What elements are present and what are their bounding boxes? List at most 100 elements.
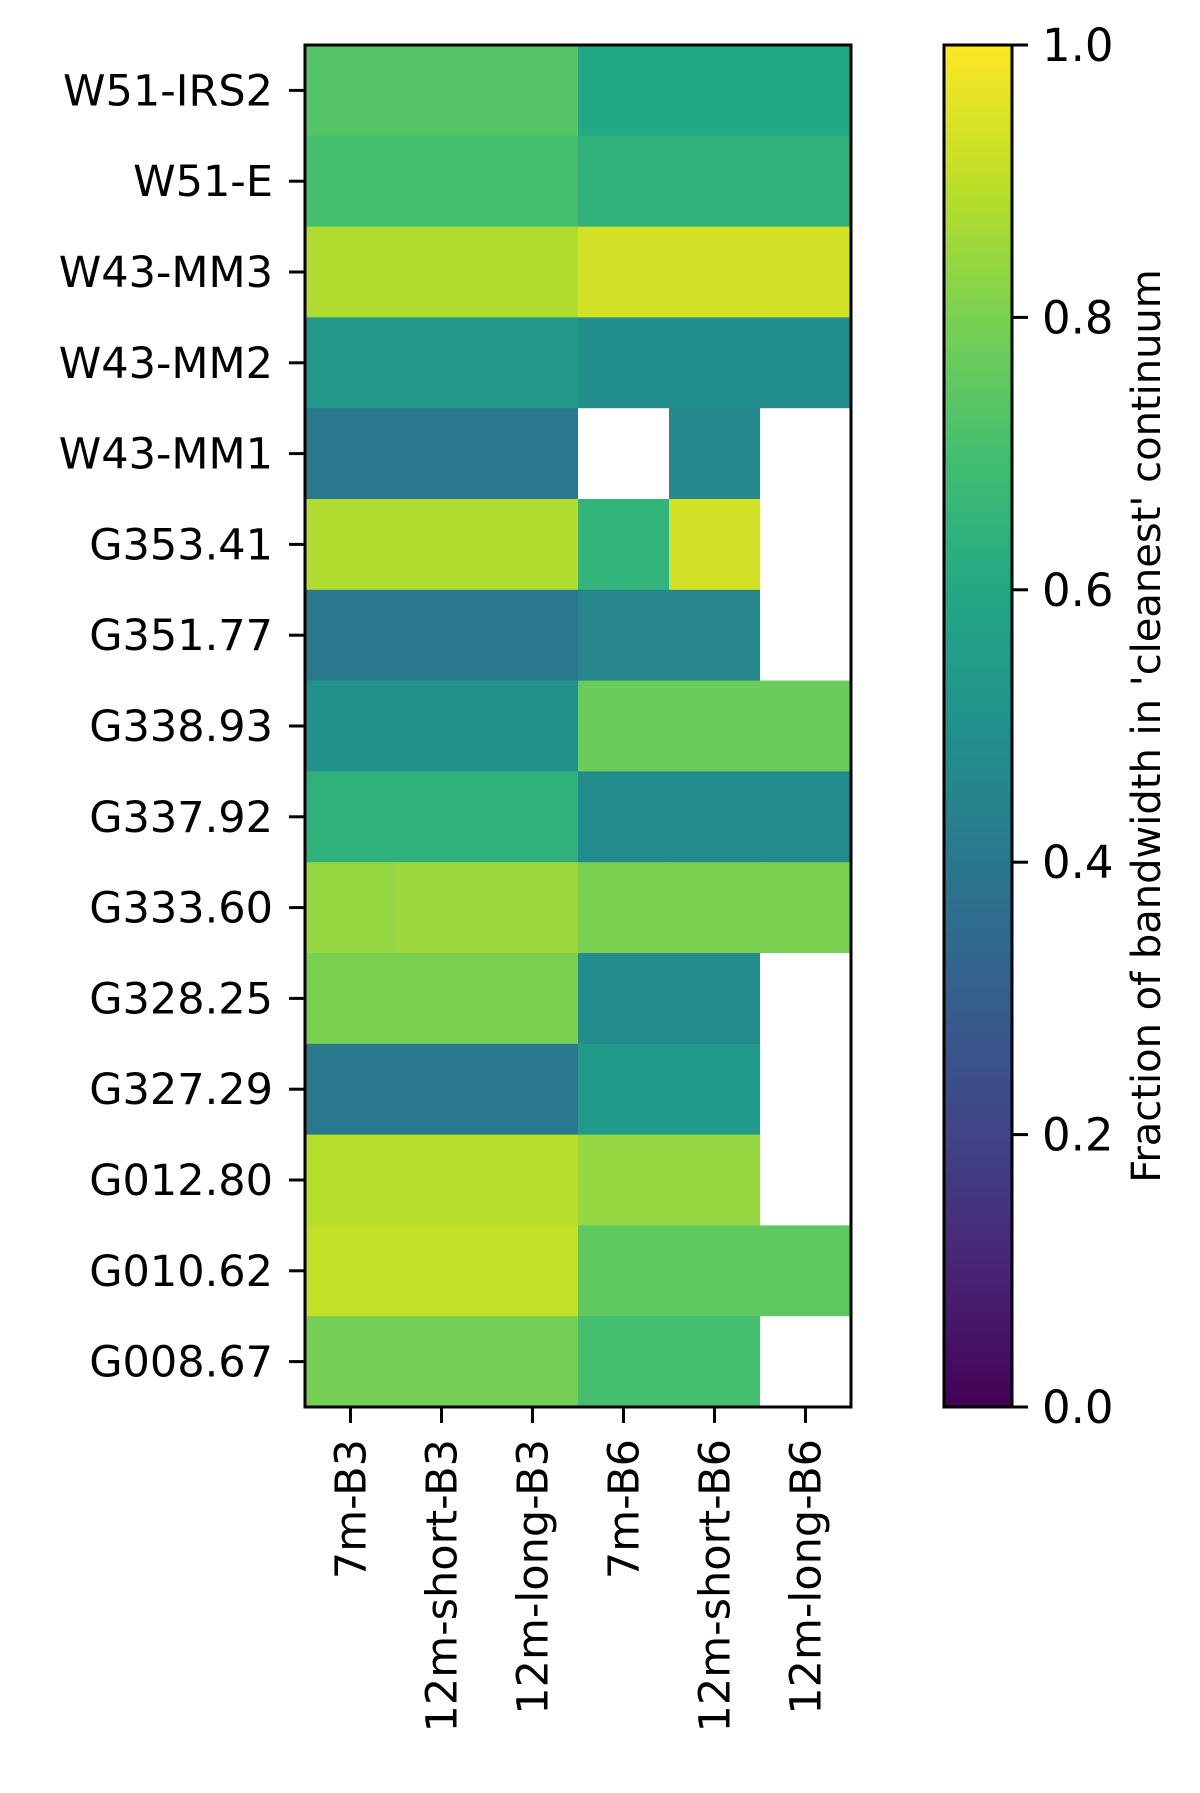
heatmap-cell <box>305 1043 397 1136</box>
y-tick-label: W43-MM1 <box>59 430 273 480</box>
y-tick-label: G333.60 <box>89 884 273 934</box>
heatmap-cell <box>578 408 670 500</box>
y-tick-label: W51-E <box>133 157 273 207</box>
heatmap-cell <box>760 771 852 863</box>
heatmap-cell <box>305 680 397 772</box>
heatmap-cell <box>487 1316 579 1408</box>
heatmap-cell <box>760 45 852 137</box>
heatmap-cell <box>305 589 397 682</box>
heatmap-cell <box>396 408 488 500</box>
heatmap-cell <box>578 953 670 1045</box>
heatmap-cell <box>578 317 670 409</box>
heatmap-cell <box>487 45 579 137</box>
y-tick-label: W43-MM3 <box>59 248 273 298</box>
heatmap-cell <box>396 45 488 137</box>
heatmap-cell <box>578 226 670 318</box>
heatmap-cell <box>669 953 761 1045</box>
heatmap-cell <box>487 680 579 772</box>
heatmap-cell <box>760 589 852 682</box>
heatmap-cell <box>396 771 488 863</box>
heatmap-cell <box>396 317 488 409</box>
heatmap-cell <box>578 771 670 863</box>
heatmap-cell <box>487 862 579 954</box>
colorbar-tick-label: 0.6 <box>1042 564 1114 617</box>
heatmap-cell <box>669 680 761 772</box>
y-tick-label: G328.25 <box>89 974 273 1024</box>
y-tick-label: G010.62 <box>89 1247 273 1297</box>
heatmap-cell <box>760 862 852 954</box>
heatmap-cell <box>487 408 579 500</box>
heatmap-cell <box>760 1316 852 1408</box>
heatmap-cell <box>760 1043 852 1136</box>
heatmap-cell <box>396 953 488 1045</box>
colorbar-frame <box>942 43 1014 1409</box>
colorbar-ticks: 0.0 0.2 0.4 0.6 0.8 1.0 <box>1012 19 1114 1434</box>
heatmap-cell <box>669 862 761 954</box>
heatmap-cell <box>305 499 397 591</box>
heatmap-cells <box>305 45 852 1408</box>
heatmap-cell <box>760 226 852 318</box>
heatmap-cell <box>669 1134 761 1226</box>
heatmap-cell <box>578 862 670 954</box>
heatmap-cell <box>669 226 761 318</box>
heatmap-cell <box>669 1043 761 1136</box>
heatmap-cell <box>396 1134 488 1226</box>
heatmap-cell <box>305 317 397 409</box>
colorbar-label: Fraction of bandwidth in 'cleanest' cont… <box>1124 269 1170 1183</box>
heatmap-cell <box>396 135 488 228</box>
heatmap-cell <box>760 135 852 228</box>
heatmap-cell <box>578 45 670 137</box>
heatmap-cell <box>760 1134 852 1226</box>
heatmap-cell <box>578 1225 670 1317</box>
heatmap-cell <box>305 1134 397 1226</box>
heatmap-cell <box>669 45 761 137</box>
heatmap-cell <box>487 1225 579 1317</box>
heatmap-cell <box>760 317 852 409</box>
x-tick-label: 12m-short-B6 <box>691 1439 741 1732</box>
heatmap-cell <box>305 953 397 1045</box>
heatmap-cell <box>396 862 488 954</box>
heatmap-cell <box>487 135 579 228</box>
heatmap-cell <box>487 953 579 1045</box>
heatmap-cell <box>578 1134 670 1226</box>
x-axis-ticks: 7m-B3 12m-short-B3 12m-long-B3 7m-B6 12m-sho… <box>327 1407 832 1732</box>
colorbar-tick-label: 0.4 <box>1042 836 1114 889</box>
heatmap-cell <box>487 1043 579 1136</box>
y-tick-label: W51-IRS2 <box>63 66 273 116</box>
y-tick-label: G012.80 <box>89 1156 273 1206</box>
colorbar-tick-label: 0.2 <box>1042 1109 1114 1162</box>
heatmap-cell <box>578 1316 670 1408</box>
heatmap-cell <box>396 226 488 318</box>
heatmap-cell <box>578 589 670 682</box>
y-tick-label: G327.29 <box>89 1065 273 1115</box>
x-tick-label: 7m-B6 <box>600 1439 650 1579</box>
colorbar-tick-label: 0.8 <box>1042 291 1114 344</box>
heatmap-cell <box>396 499 488 591</box>
heatmap-cell <box>669 499 761 591</box>
heatmap-cell <box>578 1043 670 1136</box>
x-tick-label: 7m-B3 <box>327 1439 377 1579</box>
heatmap-cell <box>760 499 852 591</box>
heatmap-cell <box>669 771 761 863</box>
heatmap-cell <box>487 771 579 863</box>
colorbar-tick-label: 0.0 <box>1042 1381 1114 1434</box>
colorbar <box>944 45 1012 1407</box>
heatmap-cell <box>669 1316 761 1408</box>
heatmap-cell <box>396 1225 488 1317</box>
y-tick-label: G353.41 <box>89 520 273 570</box>
y-axis-ticks: W51-IRS2 W51-E W43-MM3 W43-MM2 W43-MM1 G353.4… <box>59 66 305 1388</box>
heatmap-cell <box>305 226 397 318</box>
heatmap-cell <box>396 1043 488 1136</box>
heatmap-cell <box>760 408 852 500</box>
heatmap-cell <box>487 226 579 318</box>
x-tick-label: 12m-long-B6 <box>782 1439 832 1715</box>
heatmap-cell <box>669 1225 761 1317</box>
heatmap-cell <box>305 408 397 500</box>
heatmap-cell <box>305 135 397 228</box>
heatmap-cell <box>760 953 852 1045</box>
heatmap-cell <box>669 317 761 409</box>
heatmap-cell <box>669 589 761 682</box>
heatmap-cell <box>760 1225 852 1317</box>
heatmap-cell <box>305 1316 397 1408</box>
